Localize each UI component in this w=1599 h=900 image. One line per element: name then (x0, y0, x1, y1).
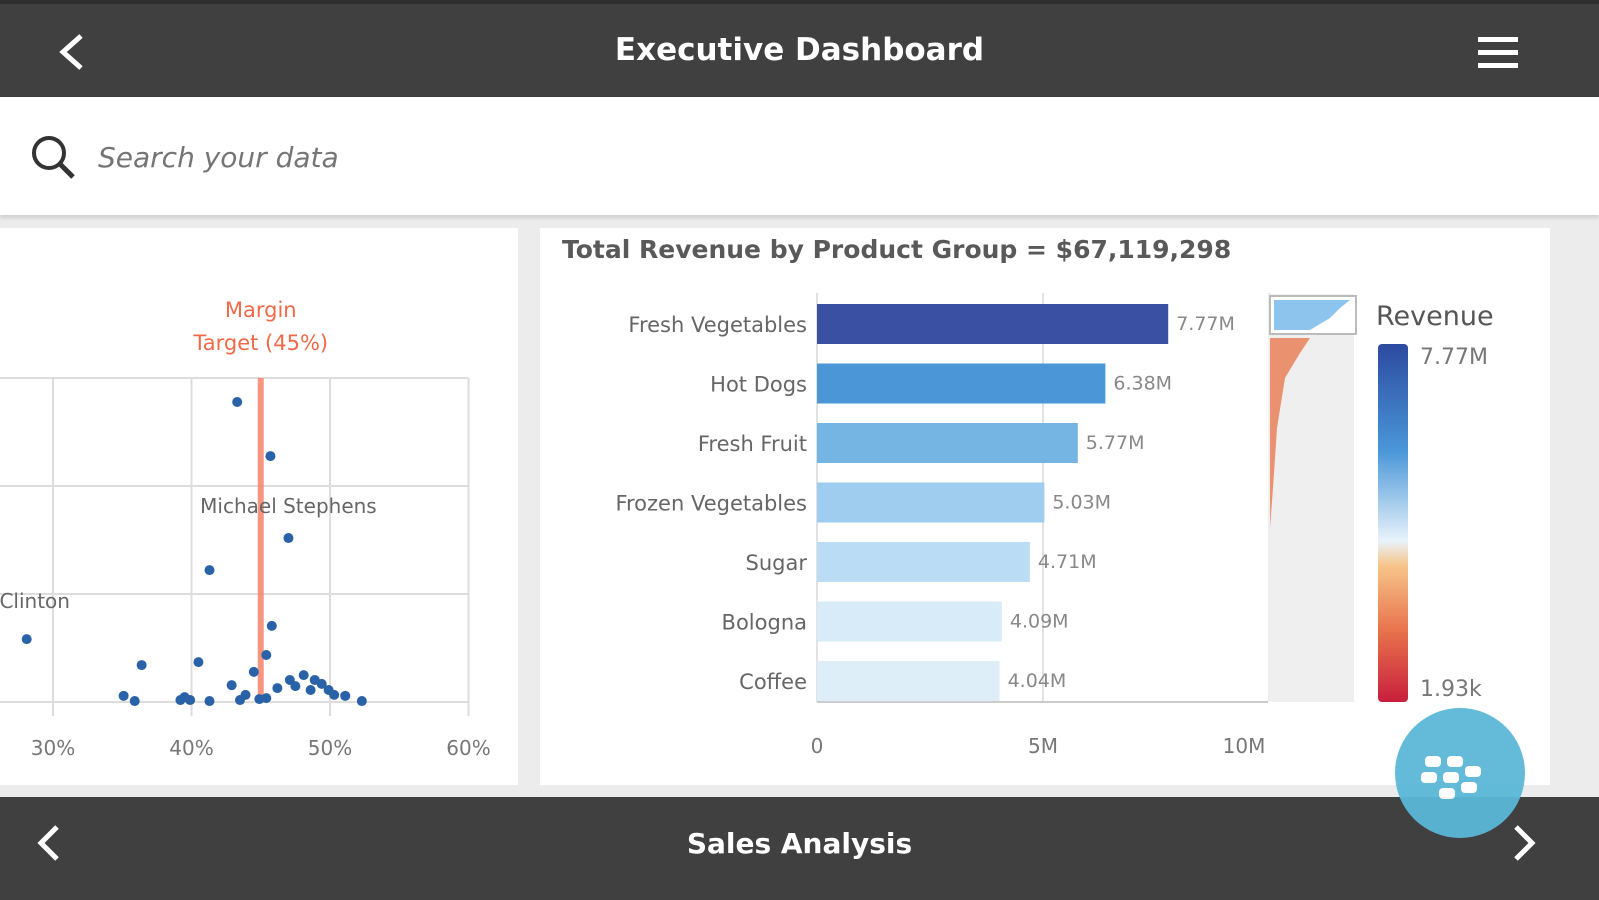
value-label: 4.09M (1010, 611, 1069, 633)
legend-color-ramp (1378, 344, 1408, 702)
chart-title: Total Revenue by Product Group = $67,119… (562, 235, 1231, 264)
bar-fresh-vegetables (817, 304, 1169, 344)
category-label: Hot Dogs (710, 373, 807, 397)
hamburger-menu-icon[interactable] (1478, 35, 1518, 71)
sheet-navigation-bar: Sales Analysis (0, 797, 1599, 900)
bar-fresh-fruit (817, 423, 1078, 463)
margin-scatter-chart[interactable]: 30% 40% 50% 60% Margin Target (45%) Michael St… (0, 228, 518, 785)
scroll-preview-bars (1274, 300, 1350, 330)
previous-sheet-icon[interactable] (35, 823, 63, 863)
x-tick-label: 5M (1028, 734, 1058, 758)
scatter-point (329, 689, 340, 700)
x-tick-label: 50% (308, 736, 352, 760)
sheet-title: Sales Analysis (686, 827, 913, 860)
scatter-point (234, 695, 245, 706)
value-label: 7.77M (1176, 313, 1235, 335)
point-label: Clinton (0, 589, 70, 613)
x-tick-label: 30% (31, 736, 75, 760)
bar-hot-dogs (817, 363, 1106, 404)
scatter-point (261, 693, 272, 704)
value-label: 6.38M (1113, 373, 1172, 395)
x-tick-label: 60% (446, 736, 490, 760)
scatter-point (118, 690, 129, 701)
scatter-point (305, 685, 316, 696)
search-bar (0, 97, 1599, 215)
search-input[interactable] (98, 135, 998, 179)
scatter-point (185, 695, 196, 706)
app-title: Executive Dashboard (614, 32, 985, 68)
scatter-point (340, 690, 351, 701)
scatter-point (298, 670, 309, 681)
scatter-point (204, 565, 215, 576)
legend-min-label: 1.93k (1420, 677, 1482, 702)
category-label: Bologna (722, 611, 807, 635)
scatter-point (226, 680, 237, 691)
scatter-panel: 30% 40% 50% 60% Margin Target (45%) Michael St… (0, 228, 518, 785)
margin-target-line (257, 378, 264, 702)
revenue-bar-chart[interactable]: Total Revenue by Product Group = $67,119… (540, 228, 1550, 785)
legend-max-label: 7.77M (1420, 345, 1488, 370)
scatter-point (266, 620, 277, 631)
category-label: Coffee (739, 670, 807, 694)
bar-coffee (817, 661, 1000, 701)
search-icon[interactable] (30, 134, 76, 180)
scatter-point (290, 681, 301, 692)
category-label: Frozen Vegetables (615, 492, 807, 516)
category-label: Fresh Vegetables (628, 313, 807, 337)
scatter-point (265, 451, 276, 462)
revenue-bar-panel: Total Revenue by Product Group = $67,119… (540, 228, 1550, 785)
scatter-point (193, 657, 204, 668)
blackberry-fab-button[interactable] (1395, 708, 1525, 838)
scatter-point (316, 678, 327, 689)
back-icon[interactable] (55, 32, 87, 72)
scatter-point (248, 666, 259, 677)
x-tick-label: 0 (811, 734, 824, 758)
bar-bologna (817, 601, 1002, 642)
scatter-point (204, 696, 215, 707)
category-label: Fresh Fruit (698, 432, 807, 456)
scatter-point (356, 696, 367, 707)
bar-frozen-vegetables (817, 482, 1045, 523)
app-header: Executive Dashboard (0, 0, 1599, 97)
margin-target-label: Margin (225, 298, 297, 322)
value-label: 4.71M (1038, 551, 1097, 573)
value-label: 5.77M (1086, 432, 1145, 454)
legend-title: Revenue (1376, 301, 1494, 332)
value-label: 5.03M (1052, 492, 1111, 514)
next-sheet-icon[interactable] (1510, 823, 1538, 863)
point-label: Michael Stephens (200, 494, 377, 518)
blackberry-logo-icon (1421, 756, 1481, 799)
scroll-preview-overflow (1270, 338, 1310, 528)
scatter-point (283, 533, 294, 544)
scatter-point (136, 660, 147, 671)
category-label: Sugar (746, 551, 808, 575)
scatter-point (261, 650, 272, 661)
x-tick-label: 10M (1223, 734, 1266, 758)
scatter-point (232, 396, 243, 407)
value-label: 4.04M (1008, 670, 1067, 692)
bar-sugar (817, 542, 1030, 582)
scatter-point (129, 696, 140, 707)
margin-target-label: Target (45%) (192, 331, 328, 355)
scatter-point (21, 634, 32, 645)
scatter-point (272, 683, 283, 694)
x-tick-label: 40% (169, 736, 213, 760)
scatter-point (175, 695, 186, 706)
